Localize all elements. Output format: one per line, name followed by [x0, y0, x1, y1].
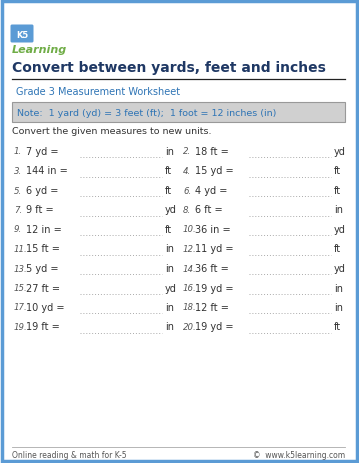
Text: in: in — [165, 244, 174, 254]
Text: 4.: 4. — [183, 167, 191, 175]
Text: 2.: 2. — [183, 147, 191, 156]
Text: 19 yd =: 19 yd = — [195, 322, 233, 332]
Text: ft: ft — [334, 244, 341, 254]
Text: in: in — [165, 322, 174, 332]
Text: yd: yd — [165, 283, 177, 293]
Text: ft: ft — [334, 166, 341, 176]
Text: yd: yd — [334, 147, 346, 156]
Text: K5: K5 — [16, 31, 28, 39]
Text: in: in — [334, 205, 343, 215]
Text: 10.: 10. — [183, 225, 197, 234]
Text: ft: ft — [165, 186, 172, 195]
Text: ft: ft — [334, 186, 341, 195]
Text: Grade 3 Measurement Worksheet: Grade 3 Measurement Worksheet — [16, 87, 180, 97]
Text: 7.: 7. — [14, 206, 22, 214]
Text: 144 in =: 144 in = — [26, 166, 68, 176]
Text: ft: ft — [165, 225, 172, 234]
Text: 16.: 16. — [183, 283, 197, 292]
Text: 15 yd =: 15 yd = — [195, 166, 234, 176]
Text: in: in — [334, 283, 343, 293]
Text: yd: yd — [165, 205, 177, 215]
Text: ft: ft — [165, 166, 172, 176]
Text: 19.: 19. — [14, 322, 28, 332]
Text: 18 ft =: 18 ft = — [195, 147, 229, 156]
Text: 9 ft =: 9 ft = — [26, 205, 53, 215]
Text: 5 yd =: 5 yd = — [26, 263, 59, 274]
Text: 8.: 8. — [183, 206, 191, 214]
Text: 9.: 9. — [14, 225, 22, 234]
Text: 14.: 14. — [183, 264, 197, 273]
Text: in: in — [165, 302, 174, 313]
Text: Online reading & math for K-5: Online reading & math for K-5 — [12, 450, 127, 459]
Text: 13.: 13. — [14, 264, 28, 273]
Text: 12 ft =: 12 ft = — [195, 302, 229, 313]
Text: in: in — [334, 302, 343, 313]
Text: yd: yd — [334, 263, 346, 274]
Text: in: in — [165, 263, 174, 274]
Text: 6 ft =: 6 ft = — [195, 205, 223, 215]
Text: 19 yd =: 19 yd = — [195, 283, 233, 293]
Text: 10 yd =: 10 yd = — [26, 302, 65, 313]
Text: yd: yd — [334, 225, 346, 234]
Text: 19 ft =: 19 ft = — [26, 322, 60, 332]
Text: 11 yd =: 11 yd = — [195, 244, 233, 254]
Text: 17.: 17. — [14, 303, 28, 312]
Text: 12 in =: 12 in = — [26, 225, 62, 234]
Text: 27 ft =: 27 ft = — [26, 283, 60, 293]
FancyBboxPatch shape — [10, 25, 33, 44]
Text: Note:  1 yard (yd) = 3 feet (ft);  1 foot = 12 inches (in): Note: 1 yard (yd) = 3 feet (ft); 1 foot … — [17, 108, 276, 117]
Text: 1.: 1. — [14, 147, 22, 156]
Text: 36 ft =: 36 ft = — [195, 263, 229, 274]
Text: 5.: 5. — [14, 186, 22, 195]
Text: 15 ft =: 15 ft = — [26, 244, 60, 254]
Text: Learning: Learning — [12, 45, 67, 55]
Text: Convert the given measures to new units.: Convert the given measures to new units. — [12, 127, 211, 136]
Text: 6.: 6. — [183, 186, 191, 195]
Text: 3.: 3. — [14, 167, 22, 175]
Text: 18.: 18. — [183, 303, 197, 312]
Text: ft: ft — [334, 322, 341, 332]
Text: 11.: 11. — [14, 244, 28, 253]
Text: ©  www.k5learning.com: © www.k5learning.com — [253, 450, 345, 459]
Text: 15.: 15. — [14, 283, 28, 292]
Text: 6 yd =: 6 yd = — [26, 186, 59, 195]
Text: 4 yd =: 4 yd = — [195, 186, 227, 195]
Text: 36 in =: 36 in = — [195, 225, 230, 234]
Bar — [12, 103, 345, 123]
Text: 12.: 12. — [183, 244, 197, 253]
Text: 7 yd =: 7 yd = — [26, 147, 59, 156]
Text: 20.: 20. — [183, 322, 197, 332]
Text: Convert between yards, feet and inches: Convert between yards, feet and inches — [12, 61, 326, 75]
Text: in: in — [165, 147, 174, 156]
